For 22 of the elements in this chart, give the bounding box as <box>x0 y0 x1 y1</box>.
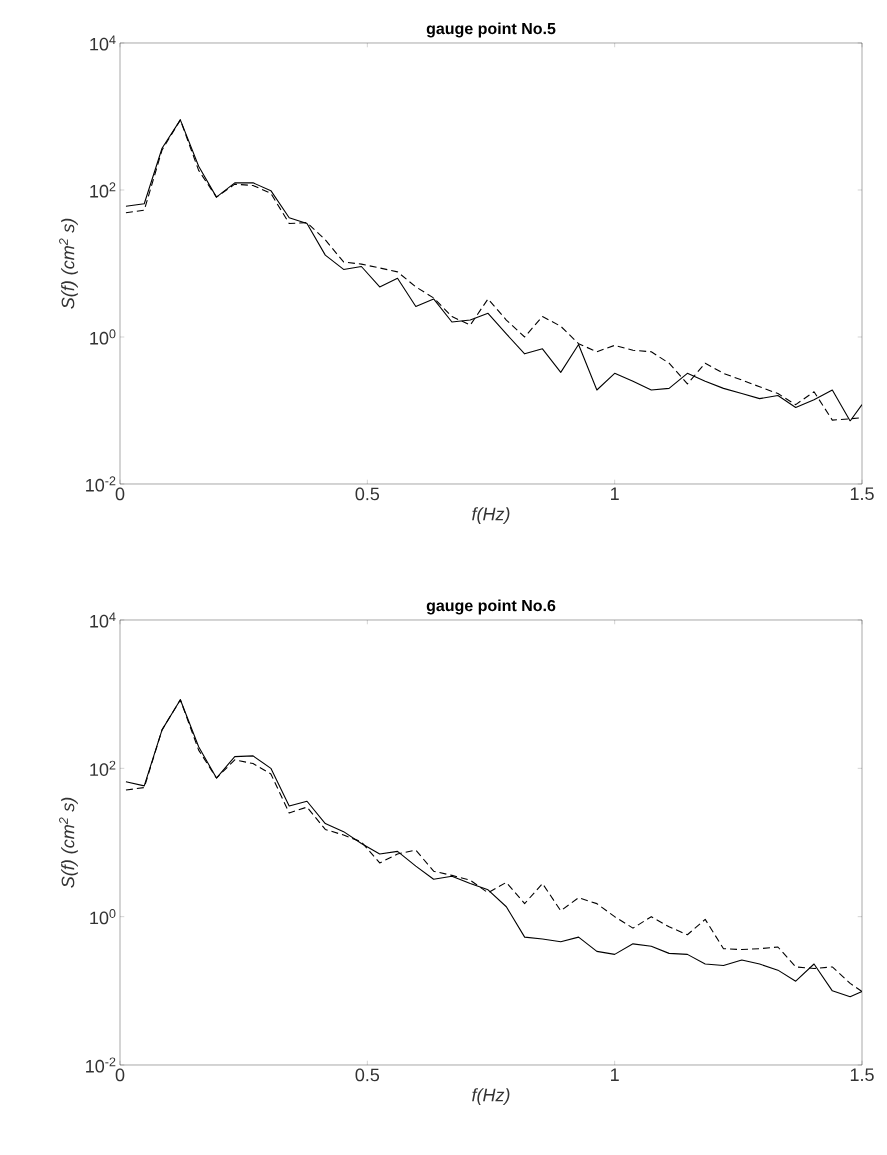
y-tick-label: 10$^{2}$ <box>90 760 116 776</box>
x-tick-label: 1.5 <box>850 1068 874 1082</box>
x-tick-label: 0 <box>115 487 125 501</box>
chart-title: gauge point No.5 <box>426 22 556 38</box>
y-tick-label: 10$^{4}$ <box>90 35 116 51</box>
y-tick-label: 10$^{-2}$ <box>86 476 116 492</box>
y-tick-label: 10$^{4}$ <box>90 612 116 628</box>
x-axis-title: f(Hz) <box>472 1088 510 1105</box>
y-tick-label: 10$^{2}$ <box>90 182 116 198</box>
x-tick-label: 1.5 <box>850 487 874 501</box>
x-tick-label: 1 <box>611 1068 619 1081</box>
x-tick-label: 0.5 <box>355 1068 380 1082</box>
y-tick-label: 10$^{0}$ <box>90 909 116 925</box>
x-tick-label: 1 <box>611 487 619 500</box>
y-axis-title: S(f) (cm$^{2}$ s) <box>59 797 78 888</box>
x-tick-label: 0.5 <box>355 487 380 501</box>
x-tick-label: 0 <box>115 1068 125 1082</box>
y-axis-title: S(f) (cm$^{2}$ s) <box>59 218 78 309</box>
y-tick-label: 10$^{-2}$ <box>86 1057 116 1073</box>
y-tick-label: 10$^{0}$ <box>90 329 116 345</box>
chart-title: gauge point No.6 <box>426 599 556 615</box>
x-axis-title: f(Hz) <box>472 507 510 524</box>
